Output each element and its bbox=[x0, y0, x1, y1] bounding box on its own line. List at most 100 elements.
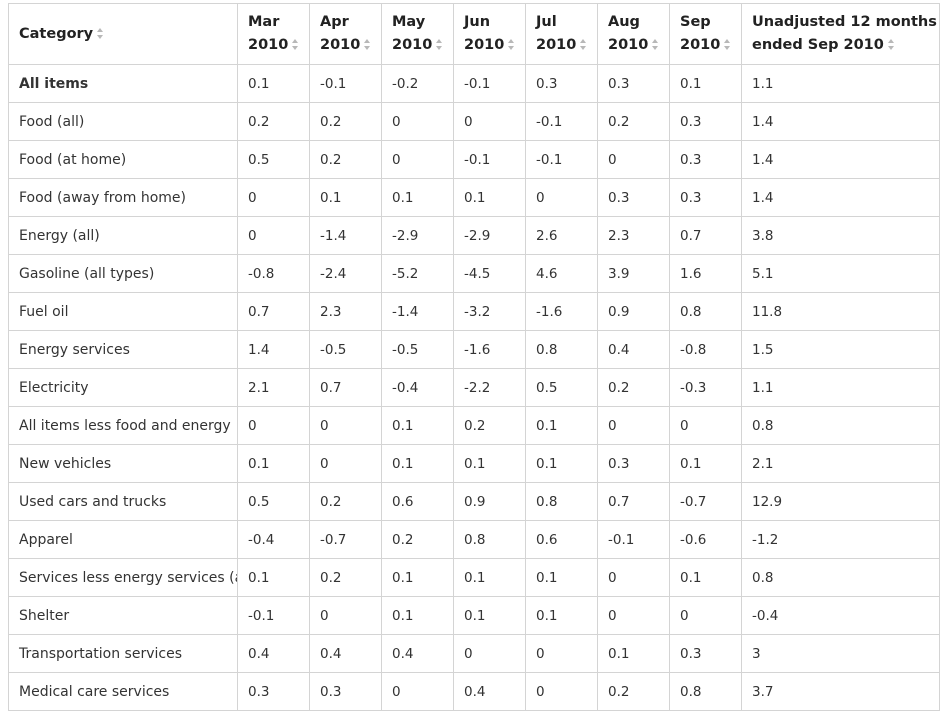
value-cell-aug-2010: 0 bbox=[597, 140, 670, 179]
value-cell-mar-2010: -0.1 bbox=[237, 596, 310, 635]
value-cell-sep-2010: -0.3 bbox=[669, 368, 742, 407]
column-header-apr-2010[interactable]: Apr 2010 bbox=[309, 3, 382, 65]
value-cell-jul-2010: 0.1 bbox=[525, 558, 598, 597]
sort-icon[interactable] bbox=[97, 27, 104, 39]
column-header-label-line2: 2010 bbox=[608, 34, 669, 57]
table-row: Transportation services 0.4 0.4 0.4 0 0 0.1 0.3… bbox=[8, 634, 940, 673]
value-cell-unadjusted-12-months: 11.8 bbox=[741, 292, 940, 331]
value-cell-mar-2010: -0.8 bbox=[237, 254, 310, 293]
category-cell: Food (at home) bbox=[8, 140, 238, 179]
value-cell-unadjusted-12-months: 1.4 bbox=[741, 178, 940, 217]
category-cell: Gasoline (all types) bbox=[8, 254, 238, 293]
column-header-mar-2010[interactable]: Mar 2010 bbox=[237, 3, 310, 65]
sort-icon[interactable] bbox=[652, 39, 659, 50]
table-row: Services less energy services (all) 0.1 0.… bbox=[8, 558, 940, 597]
value-cell-may-2010: 0.2 bbox=[381, 520, 454, 559]
sort-icon[interactable] bbox=[364, 39, 371, 50]
value-cell-aug-2010: 0.3 bbox=[597, 64, 670, 103]
value-cell-jun-2010: 0.8 bbox=[453, 520, 526, 559]
value-cell-may-2010: 0.1 bbox=[381, 406, 454, 445]
table-row: Medical care services 0.3 0.3 0 0.4 0 0.2 0.8 3.… bbox=[8, 672, 940, 711]
column-header-may-2010[interactable]: May 2010 bbox=[381, 3, 454, 65]
column-header-label-wrap: Category bbox=[19, 25, 104, 42]
value-cell-unadjusted-12-months: 12.9 bbox=[741, 482, 940, 521]
sort-icon[interactable] bbox=[580, 39, 587, 50]
value-cell-jun-2010: 0.1 bbox=[453, 558, 526, 597]
value-cell-unadjusted-12-months: 1.5 bbox=[741, 330, 940, 369]
value-cell-unadjusted-12-months: 1.4 bbox=[741, 140, 940, 179]
value-cell-apr-2010: 0.3 bbox=[309, 672, 382, 711]
value-cell-sep-2010: 1.6 bbox=[669, 254, 742, 293]
value-cell-mar-2010: 0 bbox=[237, 216, 310, 255]
table-row: Energy (all) 0 -1.4 -2.9 -2.9 2.6 2.3 0.7 3.8 bbox=[8, 216, 940, 255]
value-cell-aug-2010: 0.3 bbox=[597, 178, 670, 217]
value-cell-jun-2010: -0.1 bbox=[453, 64, 526, 103]
value-cell-unadjusted-12-months: 3.8 bbox=[741, 216, 940, 255]
value-cell-unadjusted-12-months: 0.8 bbox=[741, 558, 940, 597]
value-cell-sep-2010: 0.8 bbox=[669, 672, 742, 711]
value-cell-apr-2010: 0.1 bbox=[309, 178, 382, 217]
value-cell-apr-2010: -1.4 bbox=[309, 216, 382, 255]
column-header-jun-2010[interactable]: Jun 2010 bbox=[453, 3, 526, 65]
value-cell-jul-2010: -0.1 bbox=[525, 140, 598, 179]
column-header-label: Category bbox=[19, 25, 94, 42]
sort-icon[interactable] bbox=[724, 39, 731, 50]
column-header-unadjusted-12-months[interactable]: Unadjusted 12 months ended Sep 2010 bbox=[741, 3, 940, 65]
value-cell-may-2010: 0.6 bbox=[381, 482, 454, 521]
value-cell-jul-2010: 0.8 bbox=[525, 482, 598, 521]
value-cell-may-2010: -1.4 bbox=[381, 292, 454, 331]
table-row: All items 0.1 -0.1 -0.2 -0.1 0.3 0.3 0.1 1.1 bbox=[8, 64, 940, 103]
value-cell-aug-2010: 0.4 bbox=[597, 330, 670, 369]
value-cell-mar-2010: 0 bbox=[237, 406, 310, 445]
value-cell-jul-2010: 0.5 bbox=[525, 368, 598, 407]
value-cell-jun-2010: -1.6 bbox=[453, 330, 526, 369]
sort-icon[interactable] bbox=[436, 39, 443, 50]
value-cell-jun-2010: 0.9 bbox=[453, 482, 526, 521]
column-header-label-line2: 2010 bbox=[464, 34, 525, 57]
value-cell-jul-2010: 4.6 bbox=[525, 254, 598, 293]
value-cell-may-2010: -0.5 bbox=[381, 330, 454, 369]
column-header-jul-2010[interactable]: Jul 2010 bbox=[525, 3, 598, 65]
value-cell-sep-2010: 0.1 bbox=[669, 444, 742, 483]
value-cell-mar-2010: 0.4 bbox=[237, 634, 310, 673]
value-cell-apr-2010: 0.2 bbox=[309, 140, 382, 179]
value-cell-apr-2010: 2.3 bbox=[309, 292, 382, 331]
sort-icon[interactable] bbox=[508, 39, 515, 50]
value-cell-aug-2010: 0.1 bbox=[597, 634, 670, 673]
value-cell-sep-2010: 0.3 bbox=[669, 634, 742, 673]
value-cell-apr-2010: 0.2 bbox=[309, 558, 382, 597]
column-header-label-text: 2010 bbox=[680, 37, 721, 53]
value-cell-jun-2010: 0 bbox=[453, 634, 526, 673]
sort-icon[interactable] bbox=[887, 39, 894, 50]
value-cell-mar-2010: 0 bbox=[237, 178, 310, 217]
value-cell-may-2010: 0 bbox=[381, 102, 454, 141]
column-header-category[interactable]: Category bbox=[8, 3, 238, 65]
value-cell-unadjusted-12-months: 5.1 bbox=[741, 254, 940, 293]
column-header-label-text: 2010 bbox=[536, 37, 577, 53]
column-header-sep-2010[interactable]: Sep 2010 bbox=[669, 3, 742, 65]
sort-icon[interactable] bbox=[292, 39, 299, 50]
category-cell: Food (all) bbox=[8, 102, 238, 141]
category-cell: Transportation services bbox=[8, 634, 238, 673]
value-cell-jul-2010: -1.6 bbox=[525, 292, 598, 331]
value-cell-sep-2010: -0.6 bbox=[669, 520, 742, 559]
value-cell-mar-2010: 0.5 bbox=[237, 140, 310, 179]
value-cell-jun-2010: -2.9 bbox=[453, 216, 526, 255]
value-cell-may-2010: 0.1 bbox=[381, 178, 454, 217]
value-cell-aug-2010: 0 bbox=[597, 406, 670, 445]
value-cell-aug-2010: 2.3 bbox=[597, 216, 670, 255]
category-cell: Energy services bbox=[8, 330, 238, 369]
value-cell-unadjusted-12-months: -0.4 bbox=[741, 596, 940, 635]
value-cell-jul-2010: 0.1 bbox=[525, 406, 598, 445]
value-cell-jul-2010: 0 bbox=[525, 634, 598, 673]
column-header-label: Aug bbox=[608, 14, 640, 30]
value-cell-mar-2010: 0.7 bbox=[237, 292, 310, 331]
column-header-aug-2010[interactable]: Aug 2010 bbox=[597, 3, 670, 65]
value-cell-sep-2010: 0.1 bbox=[669, 64, 742, 103]
value-cell-unadjusted-12-months: 1.1 bbox=[741, 64, 940, 103]
table-row: Food (away from home) 0 0.1 0.1 0.1 0 0.3 0.3 1.… bbox=[8, 178, 940, 217]
value-cell-mar-2010: 0.1 bbox=[237, 558, 310, 597]
value-cell-jul-2010: 0.3 bbox=[525, 64, 598, 103]
table-row: All items less food and energy 0 0 0.1 0.2 0.… bbox=[8, 406, 940, 445]
column-header-label-line2: 2010 bbox=[320, 34, 381, 57]
